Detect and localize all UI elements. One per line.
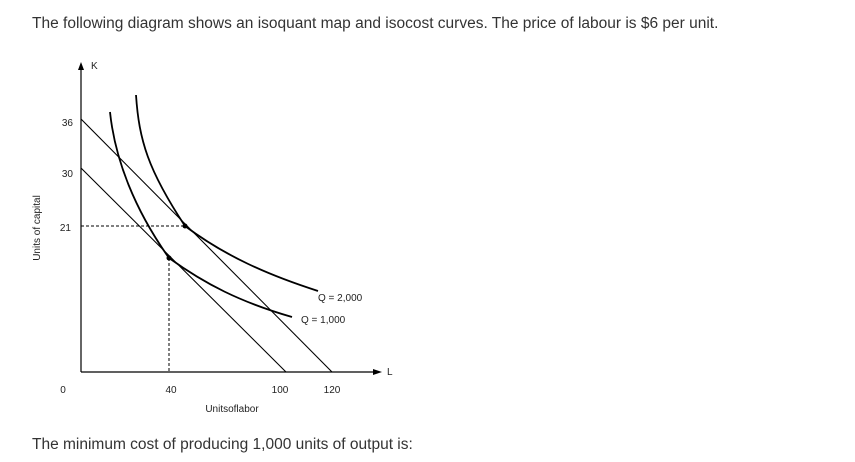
y-axis-title: Units of capital	[32, 195, 43, 261]
question-prompt: The minimum cost of producing 1,000 unit…	[32, 436, 413, 453]
tangency-point-q2000	[182, 223, 188, 229]
y-tick-36: 36	[62, 118, 74, 129]
x-axis-arrow	[373, 369, 382, 375]
isoquant-label-q2000: Q = 2,000	[318, 293, 363, 304]
x-tick-120: 120	[324, 385, 341, 396]
isocost-line-30-100	[80, 167, 287, 373]
x-tick-40: 40	[165, 385, 177, 396]
tangency-point-q1000	[166, 255, 172, 261]
isoquant-q1000	[109, 111, 293, 318]
y-tick-21: 21	[60, 223, 72, 234]
y-axis-arrow	[78, 62, 84, 70]
isocost-line-36-120	[80, 118, 333, 373]
x-axis-letter: L	[387, 367, 393, 378]
question-intro: The following diagram shows an isoquant …	[32, 15, 719, 32]
x-tick-100: 100	[272, 385, 289, 396]
isoquant-q2000	[135, 94, 319, 292]
isoquant-label-q1000: Q = 1,000	[301, 315, 346, 326]
origin-label: 0	[60, 385, 66, 396]
x-axis-title: Unitsoflabor	[205, 404, 259, 415]
y-axis-letter: K	[91, 61, 98, 72]
y-tick-30: 30	[62, 169, 74, 180]
